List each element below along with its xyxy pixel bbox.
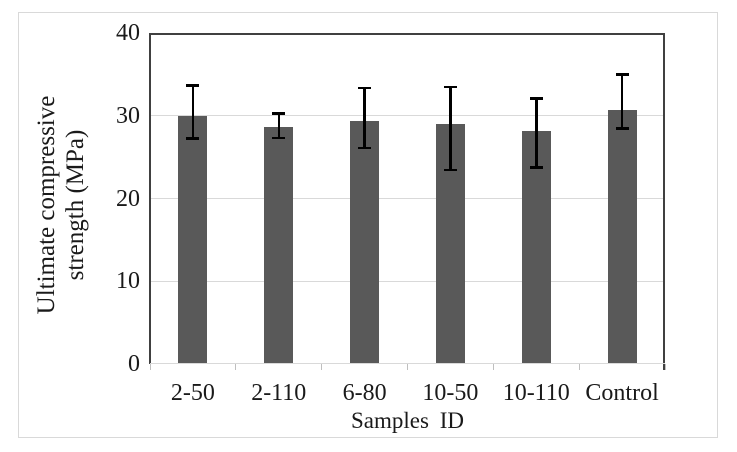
error-cap-top-10-50 — [443, 85, 457, 89]
error-cap-bottom-6-80 — [358, 146, 372, 150]
error-cap-bottom-2-50 — [186, 137, 200, 140]
error-cap-bottom-Control — [615, 127, 629, 130]
y-tick-label-30: 30 — [116, 102, 140, 129]
bar-10-110 — [521, 130, 551, 364]
x-axis-tick — [407, 364, 408, 370]
x-axis-line — [150, 363, 665, 364]
error-cap-top-Control — [615, 73, 629, 76]
y-tick-label-20: 20 — [116, 185, 140, 212]
plot-border-right — [663, 33, 665, 370]
error-cap-top-2-110 — [272, 112, 286, 115]
x-tick-label-2-50: 2-50 — [170, 380, 215, 406]
y-tick-label-40: 40 — [116, 20, 140, 46]
error-cap-bottom-2-110 — [272, 136, 286, 140]
chart-figure: Ultimate compressive strength (MPa) 2-50… — [18, 12, 718, 438]
y-tick-label-0: 0 — [128, 351, 140, 377]
bar-Control — [607, 109, 637, 364]
error-bar-10-110 — [535, 98, 538, 168]
gridline-30 — [150, 115, 665, 117]
bar-2-110 — [264, 127, 294, 364]
error-cap-top-6-80 — [358, 86, 372, 90]
x-tick-label-10-110: 10-110 — [502, 380, 570, 406]
plot-border-top — [150, 33, 665, 35]
x-axis-tick — [492, 364, 494, 370]
x-axis-tick — [664, 364, 666, 370]
x-tick-label-Control: Control — [585, 380, 659, 406]
x-axis-tick — [235, 364, 237, 370]
bar-2-50 — [178, 115, 208, 364]
error-bar-10-50 — [449, 86, 452, 171]
x-tick-label-6-80: 6-80 — [342, 380, 387, 406]
x-tick-label-2-110: 2-110 — [251, 380, 307, 406]
error-cap-bottom-10-50 — [443, 168, 457, 172]
plot-area: 2-50 2-110 6-80 10-50 10-110 Control — [149, 33, 666, 406]
y-axis-line — [149, 33, 151, 364]
y-tick-label-10: 10 — [116, 268, 140, 295]
error-cap-top-2-50 — [186, 84, 200, 87]
error-bar-2-110 — [277, 113, 280, 139]
error-cap-bottom-10-110 — [529, 166, 543, 169]
x-axis-tick — [578, 364, 580, 370]
error-cap-top-10-110 — [529, 97, 543, 100]
gridline-10 — [150, 280, 665, 282]
x-tick-label-10-50: 10-50 — [422, 380, 479, 406]
x-axis-title: Samples ID — [351, 408, 464, 433]
error-bar-2-50 — [191, 85, 195, 139]
bar-6-80 — [350, 120, 380, 364]
x-axis-tick — [321, 364, 323, 370]
x-axis-tick — [149, 364, 151, 370]
error-bar-Control — [620, 74, 624, 129]
error-bar-6-80 — [363, 87, 366, 149]
gridline-20 — [150, 198, 665, 199]
